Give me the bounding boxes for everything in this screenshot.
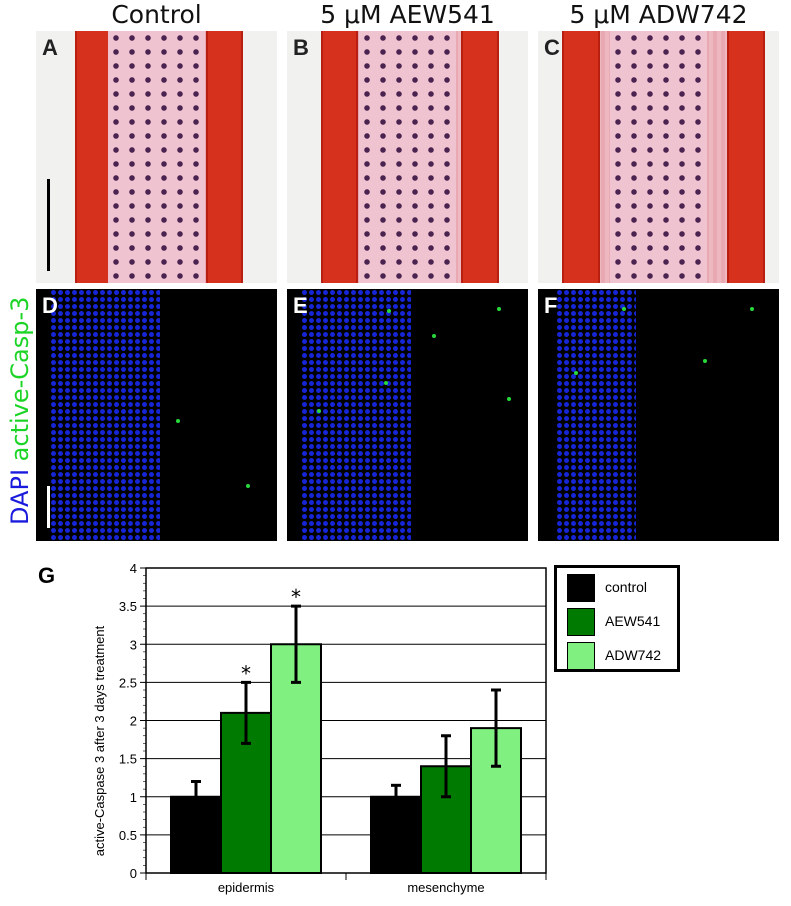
- he-panel-control: A: [36, 31, 277, 283]
- y-tick-label: 4: [130, 561, 137, 576]
- panel-label-c: C: [544, 35, 560, 60]
- panel-label-e: E: [293, 293, 308, 318]
- panel-label-a: A: [42, 35, 58, 60]
- y-tick-label: 2: [130, 714, 137, 729]
- legend-swatch-control: [567, 574, 595, 602]
- column-title-control: Control: [111, 0, 202, 29]
- bar-chart: G active-Caspase 3 after 3 days treatmen…: [38, 561, 547, 895]
- panel-label-f: F: [544, 293, 558, 318]
- fluorescence-panel-control: D: [36, 289, 277, 541]
- dapi-label: DAPI: [6, 468, 34, 525]
- scale-bar: [47, 486, 50, 528]
- fluorescence-panel-adw742: F: [538, 289, 779, 541]
- chart-legend: control AEW541 ADW742: [554, 565, 680, 672]
- legend-swatch-adw742: [567, 642, 595, 670]
- y-axis-title: active-Caspase 3 after 3 days treatment: [92, 625, 107, 856]
- x-tick-label-mesenchyme: mesenchyme: [407, 880, 484, 895]
- legend-label-control: control: [605, 579, 648, 595]
- panel-label-b: B: [293, 35, 309, 60]
- fluorescence-panel-aew541: E: [287, 289, 528, 541]
- y-tick-label: 1.5: [119, 752, 137, 767]
- x-tick-label-epidermis: epidermis: [218, 880, 275, 895]
- he-panel-adw742: C: [538, 31, 779, 283]
- stain-label: DAPI active-Casp-3: [6, 297, 34, 525]
- significance-asterisk: *: [291, 585, 301, 609]
- significance-asterisk: *: [241, 661, 251, 685]
- panel-label-d: D: [42, 293, 58, 318]
- legend-label-adw742: ADW742: [605, 647, 662, 663]
- legend-swatch-aew541: [567, 608, 595, 636]
- y-tick-label: 0.5: [119, 828, 137, 843]
- y-tick-label: 2.5: [119, 675, 137, 690]
- y-tick-label: 3.5: [119, 599, 137, 614]
- y-tick-label: 0: [130, 866, 137, 881]
- panel-label-g: G: [38, 563, 55, 588]
- y-tick-label: 3: [130, 637, 137, 652]
- column-title-aew541: 5 μM AEW541: [320, 0, 495, 29]
- he-panel-aew541: B: [287, 31, 528, 283]
- legend-label-aew541: AEW541: [605, 613, 661, 629]
- y-tick-label: 1: [130, 790, 137, 805]
- scale-bar: [47, 179, 50, 271]
- casp-label: active-Casp-3: [6, 296, 34, 462]
- column-title-adw742: 5 μM ADW742: [569, 0, 748, 29]
